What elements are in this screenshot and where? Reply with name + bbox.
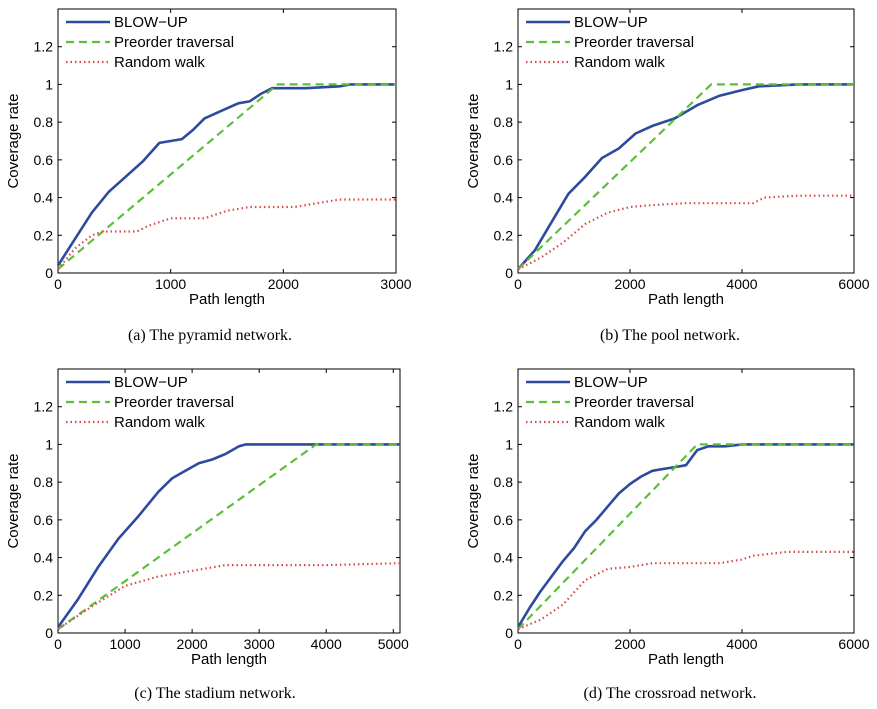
x-tick-label: 2000	[614, 636, 645, 652]
y-tick-label: 0.2	[34, 587, 54, 603]
legend-label-3: Random walk	[114, 414, 205, 431]
y-tick-label: 0.4	[494, 550, 514, 566]
x-tick-label: 1000	[155, 276, 186, 292]
y-tick-label: 0.2	[494, 587, 514, 603]
chart-panel-1: 0 1000 2000 3000 0 0.2 0.4 0.6 0.8 1 1.2 BLOW−UP Pre…	[5, 8, 412, 344]
series-line-3	[57, 198, 396, 270]
chart-panel-3: 0 1000 2000 3000 4000 5000 0 0.2 0.4 0.6 0.8 1 1.2 BL…	[5, 368, 409, 702]
y-tick-label: 0.2	[34, 227, 54, 243]
x-tick-label: 5000	[378, 636, 409, 652]
y-tick-label: 1.2	[34, 39, 54, 55]
y-tick-label: 1	[45, 76, 53, 92]
legend-label-2: Preorder traversal	[574, 34, 694, 51]
legend-label-2: Preorder traversal	[574, 394, 694, 411]
x-tick-label: 4000	[311, 636, 342, 652]
series-line-1	[56, 443, 400, 629]
y-tick-label: 0.2	[494, 227, 514, 243]
panel-caption: (a) The pyramid network.	[128, 327, 292, 344]
y-tick-label: 0	[505, 265, 513, 281]
y-tick-label: 1.2	[494, 399, 514, 415]
legend-label-3: Random walk	[574, 54, 665, 71]
y-tick-label: 1.2	[494, 39, 514, 55]
y-tick-label: 0.4	[494, 190, 514, 206]
chart-panel-4: 0 2000 4000 6000 0 0.2 0.4 0.6 0.8 1 1.2 BLOW−UP Pre…	[465, 368, 870, 702]
series-line-3	[517, 550, 854, 631]
y-tick-label: 0.8	[494, 474, 514, 490]
y-tick-label: 0.6	[494, 512, 514, 528]
y-tick-label: 0.8	[34, 474, 54, 490]
y-tick-label: 0.4	[34, 550, 54, 566]
x-tick-label: 2000	[268, 276, 299, 292]
y-tick-label: 0	[45, 625, 53, 641]
y-tick-label: 0.8	[494, 114, 514, 130]
series-line-2	[517, 443, 854, 630]
y-axis-label: Coverage rate	[465, 453, 482, 548]
x-tick-label: 4000	[726, 636, 757, 652]
x-tick-label: 2000	[177, 636, 208, 652]
plot-frame	[517, 368, 855, 634]
y-tick-label: 1.2	[34, 399, 54, 415]
y-tick-label: 0.6	[34, 512, 54, 528]
x-tick-label: 0	[514, 276, 522, 292]
x-tick-label: 6000	[838, 636, 869, 652]
panel-caption: (c) The stadium network.	[134, 685, 295, 702]
legend-label-2: Preorder traversal	[114, 394, 234, 411]
panel-caption: (d) The crossroad network.	[584, 685, 757, 702]
x-tick-label: 0	[514, 636, 522, 652]
series-line-3	[57, 562, 401, 631]
y-tick-label: 0.8	[34, 114, 54, 130]
legend-label-2: Preorder traversal	[114, 34, 234, 51]
panel-caption: (b) The pool network.	[600, 327, 740, 344]
x-axis-label: Path length	[191, 651, 267, 668]
x-axis-label: Path length	[189, 291, 265, 308]
y-tick-label: 0.4	[34, 190, 54, 206]
chart-panel-2: 0 2000 4000 6000 0 0.2 0.4 0.6 0.8 1 1.2 BLOW−UP Pre…	[465, 8, 870, 344]
x-tick-label: 6000	[838, 276, 869, 292]
series-line-2	[57, 443, 400, 631]
legend-label-1: BLOW−UP	[114, 14, 188, 31]
y-tick-label: 0	[505, 625, 513, 641]
legend-label-1: BLOW−UP	[574, 14, 648, 31]
series-line-1	[56, 83, 396, 267]
x-tick-label: 4000	[726, 276, 757, 292]
series-line-1	[516, 443, 854, 628]
y-axis-label: Coverage rate	[5, 93, 22, 188]
series-line-2	[57, 83, 396, 271]
x-tick-label: 0	[54, 636, 62, 652]
x-axis-label: Path length	[648, 651, 724, 668]
x-tick-label: 2000	[614, 276, 645, 292]
y-tick-label: 0.6	[34, 152, 54, 168]
y-tick-label: 1	[45, 436, 53, 452]
y-axis-label: Coverage rate	[465, 93, 482, 188]
series-line-2	[517, 83, 854, 270]
x-axis-label: Path length	[648, 291, 724, 308]
x-tick-label: 1000	[109, 636, 140, 652]
y-tick-label: 1	[505, 76, 513, 92]
legend-label-3: Random walk	[114, 54, 205, 71]
x-tick-label: 3000	[380, 276, 411, 292]
series-line-1	[517, 83, 854, 271]
legend-label-1: BLOW−UP	[114, 374, 188, 391]
plot-frame	[57, 8, 397, 274]
legend-label-3: Random walk	[574, 414, 665, 431]
y-tick-label: 0.6	[494, 152, 514, 168]
plot-frame	[517, 8, 855, 274]
x-tick-label: 3000	[244, 636, 275, 652]
y-tick-label: 0	[45, 265, 53, 281]
y-tick-label: 1	[505, 436, 513, 452]
legend-label-1: BLOW−UP	[574, 374, 648, 391]
x-tick-label: 0	[54, 276, 62, 292]
y-axis-label: Coverage rate	[5, 453, 22, 548]
